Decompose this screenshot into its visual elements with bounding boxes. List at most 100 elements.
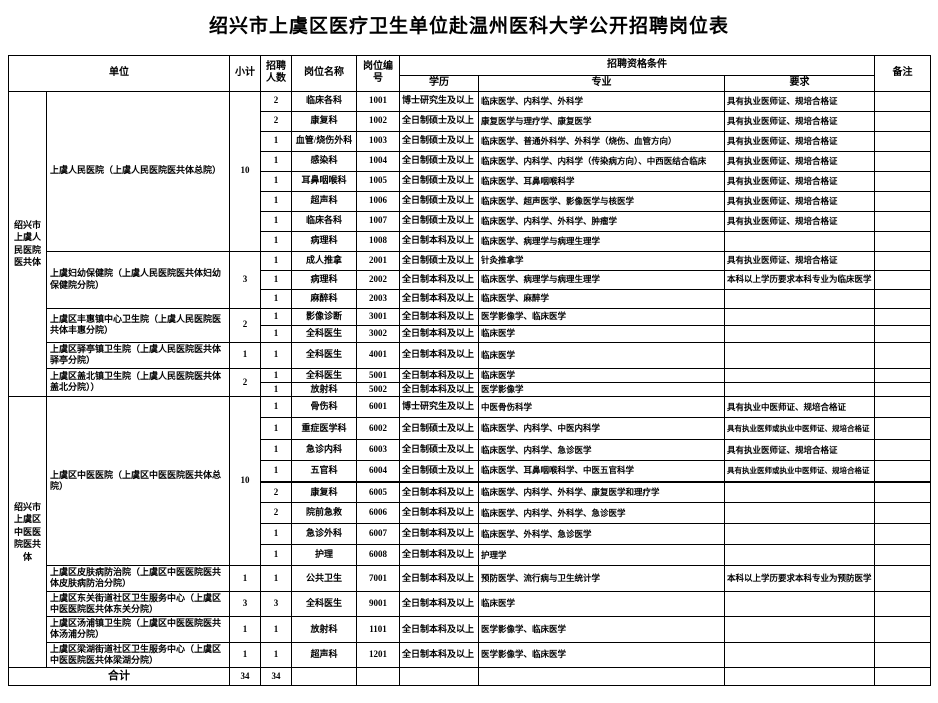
position-row: 1 放射科 5002 全日制本科及以上 医学影像学 [9,381,932,398]
education-cell: 全日制硕士及以上 [399,417,479,440]
total-empty-major [478,667,725,686]
position-row: 上虞区东关街道社区卫生服务中心（上虞区中医医院医共体东关分院） 3 3 全科医生 900… [9,590,932,617]
position-name-cell: 五官科 [291,460,357,483]
recruit-count-cell: 1 [260,170,292,192]
requirement-cell: 本科以上学历要求本科专业为临床医学 [723,269,876,290]
education-cell: 全日制本科及以上 [399,481,479,503]
requirement-cell: 具有执业中医师证、规培合格证 [723,396,876,418]
header-major: 专业 [478,75,725,92]
major-cell: 临床医学、麻醉学 [478,288,725,309]
recruit-count-cell: 1 [260,616,292,643]
education-cell: 全日制本科及以上 [399,590,479,617]
recruit-count-cell: 1 [260,367,292,383]
position-row: 1 急诊内科 6003 全日制硕士及以上 临床医学、内科学、急诊医学 具有执业医师证、规培… [9,439,932,461]
recruit-count-cell: 1 [260,307,292,326]
remark-cell [874,502,932,524]
unit-name-cell: 上虞区中医医院（上虞区中医医院医共体总院） [46,396,230,566]
requirement-cell [723,502,876,524]
major-cell: 临床医学、病理学与病理生理学 [478,269,725,290]
position-code-cell: 3002 [356,324,400,343]
recruit-count-cell: 1 [260,396,292,418]
major-cell: 中医骨伤科学 [478,396,725,418]
position-code-cell: 4001 [356,341,400,369]
education-cell: 全日制本科及以上 [399,269,479,290]
education-cell: 全日制本科及以上 [399,544,479,566]
requirement-cell: 具有执业医师证、规培合格证 [723,250,876,271]
unit-name-cell: 上虞妇幼保健院（上虞人民医院医共体妇幼保健院分院） [46,250,230,309]
position-row: 1 五官科 6004 全日制硕士及以上 临床医学、耳鼻咽喉科学、中医五官科学 具有执业医师… [9,460,932,483]
requirement-cell [723,523,876,545]
requirement-cell: 具有执业医师证、规培合格证 [723,90,876,112]
remark-cell [874,641,932,668]
position-name-cell: 急诊内科 [291,439,357,461]
position-code-cell: 2002 [356,269,400,290]
position-code-cell: 1005 [356,170,400,192]
subtotal-cell: 3 [229,590,261,617]
recruit-count-cell: 1 [260,523,292,545]
education-cell: 全日制硕士及以上 [399,110,479,132]
requirement-cell: 具有执业医师证、规培合格证 [723,110,876,132]
education-cell: 全日制本科及以上 [399,288,479,309]
requirement-cell [723,544,876,566]
recruit-count-cell: 2 [260,481,292,503]
subtotal-cell: 3 [229,250,261,309]
position-row: 1 感染科 1004 全日制硕士及以上 临床医学、内科学、内科学（传染病方向）、中西医结… [9,150,932,172]
remark-cell [874,170,932,192]
remark-cell [874,288,932,309]
subtotal-cell: 1 [229,341,261,369]
unit-name-cell: 上虞区汤浦镇卫生院（上虞区中医医院医共体汤浦分院） [46,616,230,643]
position-code-cell: 6008 [356,544,400,566]
remark-cell [874,230,932,252]
education-cell: 全日制硕士及以上 [399,190,479,212]
header-subtotal: 小计 [229,55,261,92]
major-cell: 医学影像学、临床医学 [478,307,725,326]
recruit-count-cell: 1 [260,544,292,566]
major-cell: 临床医学、内科学、急诊医学 [478,439,725,461]
recruit-count-cell: 3 [260,590,292,617]
total-label-cell: 合计 [8,667,230,686]
position-name-cell: 全科医生 [291,367,357,383]
recruit-count-cell: 1 [260,417,292,440]
recruit-count-cell: 2 [260,502,292,524]
recruit-count-cell: 1 [260,269,292,290]
subtotal-cell: 1 [229,565,261,592]
remark-cell [874,439,932,461]
major-cell: 临床医学 [478,324,725,343]
education-cell: 全日制本科及以上 [399,565,479,592]
position-name-cell: 临床各科 [291,210,357,232]
major-cell: 医学影像学、临床医学 [478,641,725,668]
position-name-cell: 康复科 [291,481,357,503]
requirement-cell: 具有执业医师或执业中医师证、规培合格证 [723,460,876,483]
position-name-cell: 全科医生 [291,324,357,343]
remark-cell [874,90,932,112]
position-row: 1 临床各科 1007 全日制硕士及以上 临床医学、内科学、外科学、肿瘤学 具有执业医师证… [9,210,932,232]
position-code-cell: 1002 [356,110,400,132]
major-cell: 临床医学、内科学、内科学（传染病方向）、中西医结合临床 [478,150,725,172]
remark-cell [874,210,932,232]
remark-cell [874,616,932,643]
major-cell: 康复医学与理疗学、康复医学 [478,110,725,132]
remark-cell [874,190,932,212]
header-row-1: 单位 小计 招聘人数 岗位名称 岗位编号 招聘资格条件 备注 [8,55,932,92]
position-row: 2 康复科 6005 全日制本科及以上 临床医学、内科学、外科学、康复医学和理疗学 [9,481,932,503]
position-row: 1 血管/烧伤外科 1003 全日制硕士及以上 临床医学、普通外科学、外科学（烧伤、血管… [9,130,932,152]
major-cell: 临床医学、内科学、外科学 [478,90,725,112]
education-cell: 全日制本科及以上 [399,502,479,524]
position-code-cell: 1101 [356,616,400,643]
major-cell: 临床医学 [478,590,725,617]
header-position-code: 岗位编号 [356,55,400,92]
position-code-cell: 6002 [356,417,400,440]
recruit-count-cell: 1 [260,210,292,232]
position-code-cell: 6003 [356,439,400,461]
remark-cell [874,269,932,290]
major-cell: 临床医学、超声医学、影像医学与核医学 [478,190,725,212]
recruit-count-cell: 1 [260,381,292,398]
education-cell: 全日制本科及以上 [399,523,479,545]
major-cell: 预防医学、流行病与卫生统计学 [478,565,725,592]
major-cell: 临床医学、内科学、外科学、急诊医学 [478,502,725,524]
total-subtotal-cell: 34 [229,667,261,686]
position-code-cell: 1008 [356,230,400,252]
remark-cell [874,150,932,172]
position-name-cell: 耳鼻咽喉科 [291,170,357,192]
recruit-count-cell: 1 [260,288,292,309]
